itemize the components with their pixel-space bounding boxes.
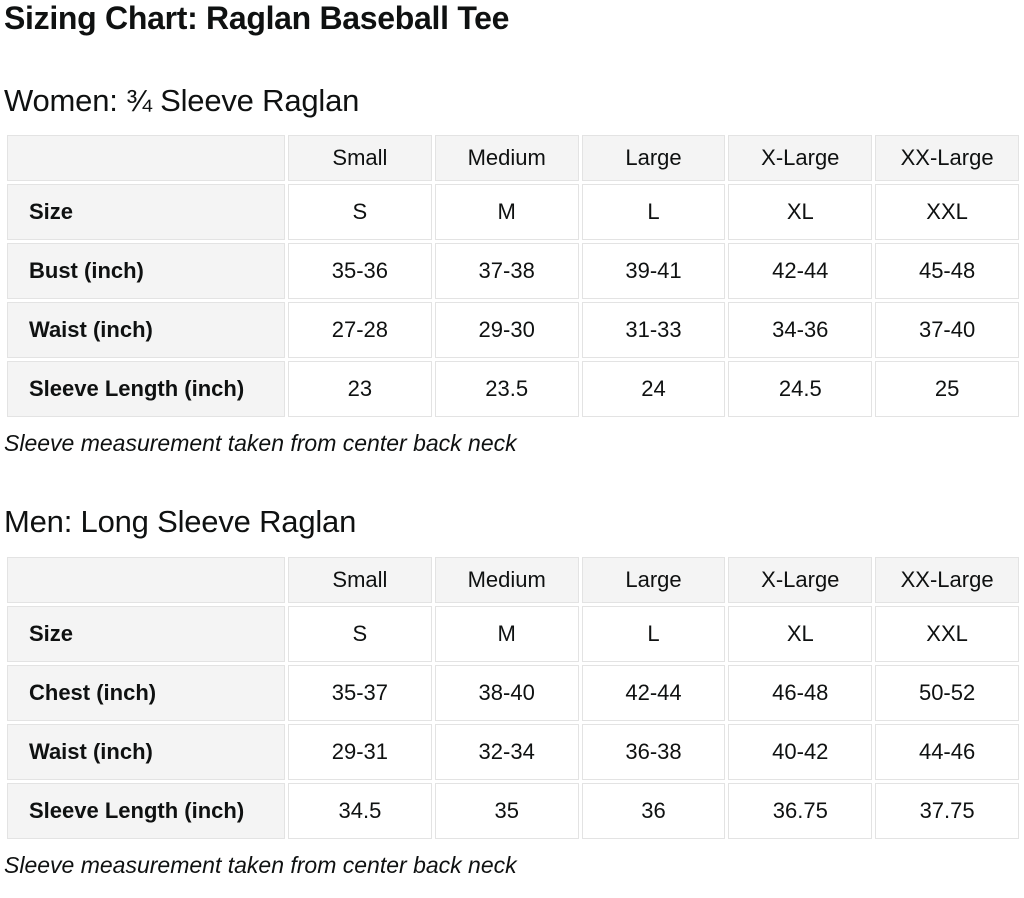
section-heading-men: Men: Long Sleeve Raglan (4, 504, 357, 540)
size-value-cell: 36 (581, 782, 726, 839)
size-value-cell: 40-42 (728, 723, 873, 780)
size-value-cell: 39-41 (581, 243, 726, 300)
sleeve-measurement-note: Sleeve measurement taken from center bac… (4, 851, 517, 878)
size-value-cell: 36.75 (728, 782, 873, 839)
size-value-cell: 42-44 (728, 243, 873, 300)
women-sizing-table: Small Medium Large X-Large XX-Large Size S M L X… (4, 132, 1022, 420)
page-title: Sizing Chart: Raglan Baseball Tee (4, 0, 510, 36)
column-header: Medium (434, 135, 579, 182)
size-value-cell: 37-40 (875, 302, 1019, 359)
column-header: Small (288, 135, 432, 182)
size-value-cell: XXL (875, 605, 1019, 662)
table-row: Size S M L XL XXL (7, 605, 1019, 662)
size-value-cell: 23.5 (434, 361, 579, 418)
size-value-cell: M (434, 184, 579, 241)
size-value-cell: 24.5 (728, 361, 873, 418)
table-header-row: Small Medium Large X-Large XX-Large (7, 556, 1019, 603)
size-value-cell: 23 (288, 361, 432, 418)
column-header: X-Large (728, 556, 873, 603)
column-header: Large (581, 556, 726, 603)
section-heading-women: Women: ¾ Sleeve Raglan (4, 82, 360, 118)
size-value-cell: 36-38 (581, 723, 726, 780)
row-label: Chest (inch) (7, 664, 285, 721)
size-value-cell: 34-36 (728, 302, 873, 359)
size-value-cell: S (288, 605, 432, 662)
size-value-cell: L (581, 184, 726, 241)
size-value-cell: 35 (434, 782, 579, 839)
table-row: Chest (inch) 35-37 38-40 42-44 46-48 50-52 (7, 664, 1019, 721)
size-value-cell: 38-40 (434, 664, 579, 721)
size-value-cell: 27-28 (288, 302, 432, 359)
table-row: Size S M L XL XXL (7, 184, 1019, 241)
size-value-cell: S (288, 184, 432, 241)
size-value-cell: 25 (875, 361, 1019, 418)
size-value-cell: 44-46 (875, 723, 1019, 780)
size-value-cell: 34.5 (288, 782, 432, 839)
size-value-cell: 42-44 (581, 664, 726, 721)
column-header: Large (581, 135, 726, 182)
size-value-cell: 24 (581, 361, 726, 418)
row-label: Waist (inch) (7, 302, 285, 359)
size-value-cell: 35-37 (288, 664, 432, 721)
section-women: Women: ¾ Sleeve Raglan Small Medium Large X… (4, 83, 1022, 458)
size-value-cell: 29-31 (288, 723, 432, 780)
size-value-cell: L (581, 605, 726, 662)
row-label: Sleeve Length (inch) (7, 782, 285, 839)
row-label: Waist (inch) (7, 723, 285, 780)
size-value-cell: 37.75 (875, 782, 1019, 839)
size-value-cell: 29-30 (434, 302, 579, 359)
table-row: Sleeve Length (inch) 34.5 35 36 36.75 37.75 (7, 782, 1019, 839)
table-row: Waist (inch) 29-31 32-34 36-38 40-42 44-46 (7, 723, 1019, 780)
column-header: Small (288, 556, 432, 603)
corner-cell (7, 556, 285, 603)
size-value-cell: M (434, 605, 579, 662)
table-header-row: Small Medium Large X-Large XX-Large (7, 135, 1019, 182)
size-value-cell: XL (728, 184, 873, 241)
size-value-cell: XL (728, 605, 873, 662)
table-row: Waist (inch) 27-28 29-30 31-33 34-36 37-40 (7, 302, 1019, 359)
row-label: Size (7, 184, 285, 241)
size-value-cell: 46-48 (728, 664, 873, 721)
size-value-cell: 37-38 (434, 243, 579, 300)
men-sizing-table: Small Medium Large X-Large XX-Large Size S M L X… (4, 554, 1022, 842)
size-value-cell: 50-52 (875, 664, 1019, 721)
size-value-cell: 45-48 (875, 243, 1019, 300)
size-value-cell: XXL (875, 184, 1019, 241)
row-label: Sleeve Length (inch) (7, 361, 285, 418)
column-header: XX-Large (875, 556, 1019, 603)
table-row: Sleeve Length (inch) 23 23.5 24 24.5 25 (7, 361, 1019, 418)
sleeve-measurement-note: Sleeve measurement taken from center bac… (4, 430, 517, 457)
row-label: Bust (inch) (7, 243, 285, 300)
column-header: X-Large (728, 135, 873, 182)
table-row: Bust (inch) 35-36 37-38 39-41 42-44 45-48 (7, 243, 1019, 300)
sizing-chart-page: Sizing Chart: Raglan Baseball Tee Women:… (4, 0, 1022, 879)
size-value-cell: 32-34 (434, 723, 579, 780)
column-header: XX-Large (875, 135, 1019, 182)
size-value-cell: 35-36 (288, 243, 432, 300)
row-label: Size (7, 605, 285, 662)
section-men: Men: Long Sleeve Raglan Small Medium Large… (4, 504, 1022, 879)
corner-cell (7, 135, 285, 182)
column-header: Medium (434, 556, 579, 603)
size-value-cell: 31-33 (581, 302, 726, 359)
